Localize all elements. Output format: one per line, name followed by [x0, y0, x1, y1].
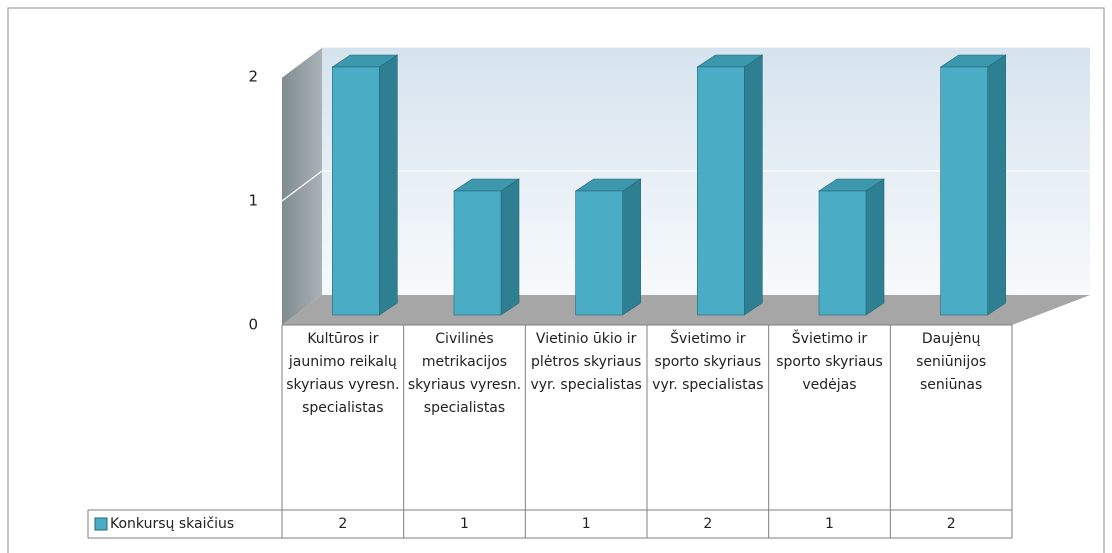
legend-label: Konkursų skaičius: [110, 516, 235, 532]
legend-swatch: [94, 517, 108, 531]
bar-side: [865, 178, 885, 316]
table-value: 2: [946, 516, 956, 532]
category-label: Vietinio ūkio ir plėtros skyriaus vyr. s…: [530, 331, 642, 393]
category-label: Švietimo ir sporto skyriaus vyr. special…: [652, 331, 764, 393]
table-value: 1: [460, 516, 469, 532]
category-label: Kultūros ir jaunimo reikalų skyriaus vyr…: [286, 331, 400, 416]
grid-line: [281, 46, 323, 78]
bar: [575, 190, 623, 316]
y-tick-label: 2: [248, 68, 258, 86]
bar-side: [500, 178, 520, 316]
bar: [818, 190, 867, 316]
bar-side: [744, 54, 763, 316]
bar: [453, 190, 502, 316]
bar: [697, 66, 745, 316]
frame: [7, 7, 1105, 553]
table-value: 2: [338, 516, 348, 532]
category-label: Švietimo ir sporto skyriaus vedėjas: [776, 331, 883, 393]
table-value: 1: [825, 516, 834, 532]
bar-side: [622, 178, 641, 316]
y-tick-label: 0: [248, 316, 258, 334]
bar: [332, 66, 380, 316]
table-value: 1: [581, 516, 591, 532]
bar-side: [987, 54, 1006, 316]
table-value: 2: [703, 516, 713, 532]
category-label: Civilinės metrikacijos skyriaus vyresn. …: [407, 331, 522, 416]
category-label: Daujėnų seniūnijos seniūnas: [916, 331, 987, 393]
grid-line: [281, 170, 323, 202]
bar-side: [379, 54, 398, 316]
bar: [940, 66, 988, 316]
y-tick-label: 1: [248, 192, 258, 210]
